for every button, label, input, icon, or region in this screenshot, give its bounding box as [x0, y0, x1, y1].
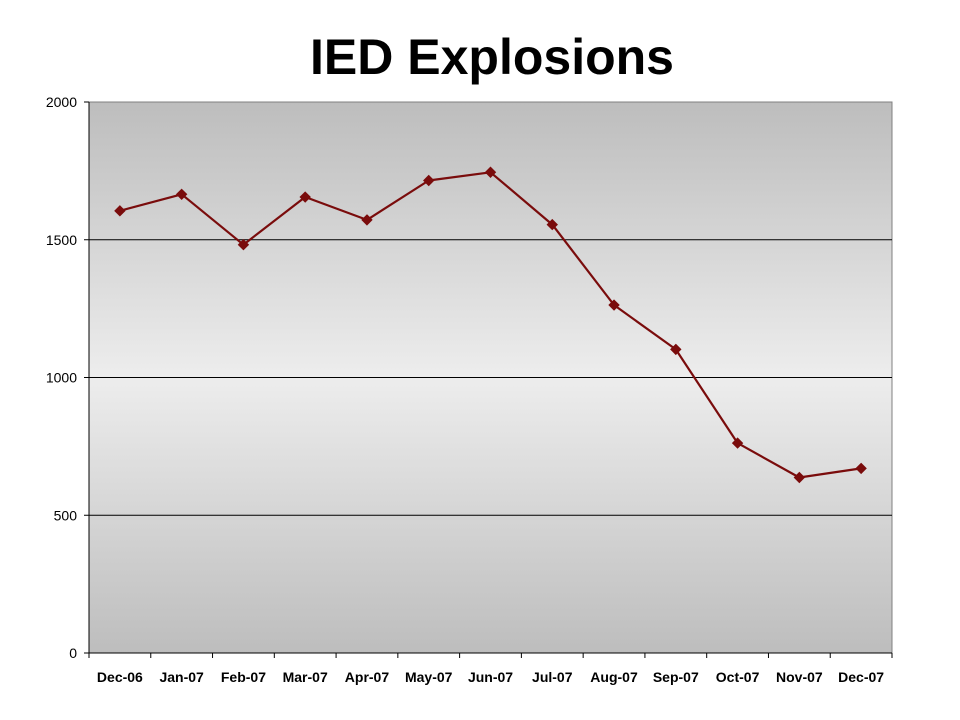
y-tick-label: 2000	[46, 94, 77, 110]
data-point-marker	[361, 214, 373, 226]
x-tick-label: Nov-07	[776, 669, 823, 685]
data-point-marker	[299, 191, 311, 203]
data-point-marker	[175, 188, 188, 200]
y-tick-label: 0	[69, 645, 77, 661]
data-point-marker	[608, 299, 620, 311]
data-point-marker	[546, 218, 558, 231]
y-tick-label: 1500	[46, 232, 77, 248]
y-tick-label: 1000	[46, 370, 77, 386]
x-tick-label: Jan-07	[159, 669, 204, 685]
data-point-marker	[237, 239, 250, 251]
x-tick-label: Jun-07	[468, 669, 513, 685]
data-point-marker	[114, 205, 126, 217]
data-point-marker	[423, 174, 435, 187]
data-point-marker	[793, 471, 806, 484]
series-layer	[114, 166, 867, 484]
gridlines	[89, 239, 892, 516]
axes	[84, 101, 893, 658]
x-tick-label: Feb-07	[221, 669, 266, 685]
y-tick-labels: 0 500 1000 1500 2000	[46, 94, 77, 661]
x-tick-label: May-07	[405, 669, 453, 685]
x-tick-label: Oct-07	[716, 669, 760, 685]
x-tick-label: Jul-07	[532, 669, 573, 685]
x-tick-label: Dec-07	[838, 669, 884, 685]
chart-title: IED Explosions	[310, 29, 674, 85]
x-tick-label: Dec-06	[97, 669, 143, 685]
data-point-marker	[484, 166, 497, 178]
data-point-marker	[855, 462, 867, 475]
x-tick-label: Aug-07	[590, 669, 638, 685]
x-tick-label: Mar-07	[283, 669, 328, 685]
data-point-marker	[731, 437, 744, 449]
data-point-marker	[670, 343, 682, 356]
x-tick-label: Apr-07	[345, 669, 390, 685]
x-tick-labels: Dec-06 Jan-07 Feb-07 Mar-07 Apr-07 May-07 Jun-…	[97, 669, 884, 685]
y-tick-label: 500	[54, 507, 78, 523]
x-tick-label: Sep-07	[653, 669, 699, 685]
